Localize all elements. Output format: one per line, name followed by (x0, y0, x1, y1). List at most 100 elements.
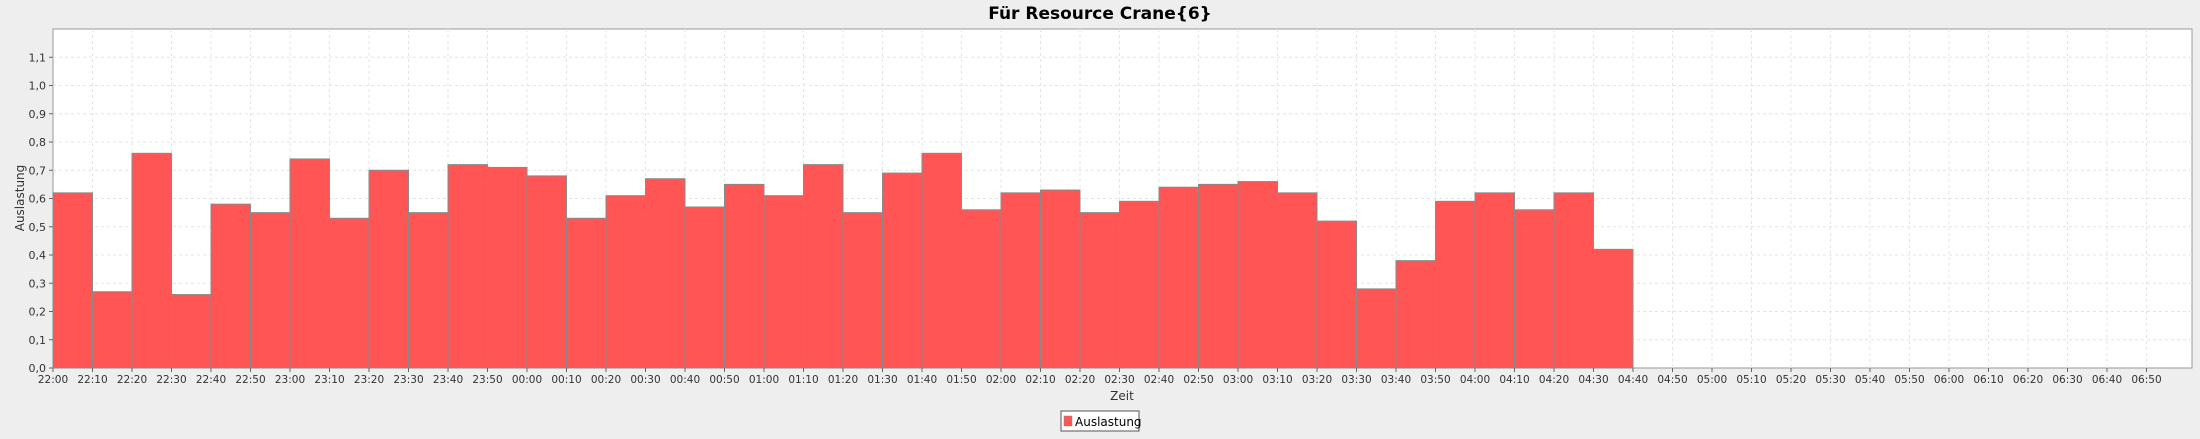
bar (408, 212, 449, 369)
x-tick-label: 06:00 (1934, 374, 1964, 386)
bar (1277, 192, 1318, 369)
bar (329, 217, 370, 369)
x-tick-label: 22:30 (156, 374, 186, 386)
x-tick-label: 01:10 (788, 374, 818, 386)
x-tick-label: 05:50 (1894, 374, 1924, 386)
y-tick-label: 0,0 (29, 362, 47, 375)
x-tick-label: 04:50 (1657, 374, 1687, 386)
bar (566, 217, 607, 369)
x-tick-label: 22:00 (38, 374, 68, 386)
legend-swatch (1063, 415, 1073, 427)
bar (1356, 288, 1397, 369)
bar (368, 169, 409, 369)
x-tick-label: 22:50 (235, 374, 265, 386)
bar (1079, 212, 1120, 369)
bar (1474, 192, 1515, 369)
x-tick-label: 05:30 (1815, 374, 1845, 386)
x-tick-label: 23:50 (472, 374, 502, 386)
x-tick-label: 23:10 (314, 374, 344, 386)
bar (763, 195, 804, 369)
x-tick-label: 06:10 (1973, 374, 2003, 386)
y-tick-label: 1,1 (29, 51, 47, 64)
x-tick-label: 03:00 (1223, 374, 1253, 386)
bar (526, 175, 567, 369)
x-tick-label: 22:40 (196, 374, 226, 386)
bar (52, 192, 93, 369)
bar (1040, 189, 1081, 369)
x-axis-label: Zeit (1110, 389, 1134, 403)
bar (842, 212, 883, 369)
x-tick-label: 03:20 (1302, 374, 1332, 386)
bar (289, 158, 330, 369)
x-tick-label: 23:40 (433, 374, 463, 386)
x-tick-label: 05:00 (1697, 374, 1727, 386)
bar (1237, 181, 1278, 369)
bar (487, 166, 528, 369)
bar (171, 294, 212, 369)
x-tick-label: 03:30 (1341, 374, 1371, 386)
y-tick-label: 0,9 (29, 108, 47, 121)
y-tick-label: 1,0 (29, 80, 47, 93)
x-tick-label: 23:20 (354, 374, 384, 386)
x-tick-label: 02:00 (986, 374, 1016, 386)
x-tick-label: 01:50 (946, 374, 976, 386)
bar (803, 164, 844, 369)
axes: 0,0 0,1 0,2 0,3 0,4 0,5 0,6 0,7 0,8 0,9 1,0 1,1 22:0… (29, 51, 2162, 386)
bar (92, 291, 133, 369)
x-tick-label: 03:10 (1262, 374, 1292, 386)
x-tick-label: 03:50 (1420, 374, 1450, 386)
x-tick-label: 05:20 (1776, 374, 1806, 386)
x-tick-label: 01:00 (749, 374, 779, 386)
x-tick-label: 02:30 (1104, 374, 1134, 386)
x-tick-label: 04:40 (1618, 374, 1648, 386)
x-tick-label: 02:20 (1065, 374, 1095, 386)
x-tick-label: 04:30 (1578, 374, 1608, 386)
x-tick-label: 01:40 (907, 374, 937, 386)
x-tick-label: 01:30 (867, 374, 897, 386)
bar (605, 195, 646, 369)
x-tick-label: 00:40 (670, 374, 700, 386)
x-tick-label: 23:30 (393, 374, 423, 386)
bar (131, 152, 172, 369)
x-tick-label: 02:50 (1183, 374, 1213, 386)
x-tick-label: 00:10 (551, 374, 581, 386)
y-tick-label: 0,2 (29, 306, 47, 319)
x-tick-label: 04:20 (1539, 374, 1569, 386)
x-tick-label: 06:50 (2131, 374, 2161, 386)
legend-label: Auslastung (1075, 415, 1142, 429)
x-tick-label: 06:30 (2052, 374, 2082, 386)
x-tick-label: 01:20 (828, 374, 858, 386)
x-tick-label: 02:10 (1025, 374, 1055, 386)
y-tick-label: 0,7 (29, 164, 47, 177)
bar (684, 206, 725, 369)
bar (1198, 183, 1239, 369)
x-tick-label: 00:50 (709, 374, 739, 386)
y-tick-label: 0,3 (29, 277, 47, 290)
x-tick-label: 04:10 (1499, 374, 1529, 386)
y-tick-label: 0,4 (29, 249, 47, 262)
x-tick-label: 23:00 (275, 374, 305, 386)
x-tick-label: 00:20 (591, 374, 621, 386)
bar (210, 203, 251, 369)
bar (1435, 200, 1476, 369)
x-tick-label: 04:00 (1460, 374, 1490, 386)
x-tick-label: 03:40 (1381, 374, 1411, 386)
bar (961, 209, 1002, 369)
legend: Auslastung (1060, 410, 1142, 432)
bar (1158, 186, 1199, 369)
y-tick-label: 0,5 (29, 221, 47, 234)
x-tick-label: 00:00 (512, 374, 542, 386)
bar (645, 178, 686, 369)
bar (921, 152, 962, 369)
x-tick-label: 22:20 (117, 374, 147, 386)
bar (447, 164, 488, 369)
bar (882, 172, 923, 369)
x-tick-label: 06:40 (2092, 374, 2122, 386)
y-axis-label: Auslastung (13, 165, 27, 232)
bar (1119, 200, 1160, 369)
bar (1553, 192, 1594, 369)
x-tick-label: 06:20 (2013, 374, 2043, 386)
y-tick-label: 0,1 (29, 334, 47, 347)
